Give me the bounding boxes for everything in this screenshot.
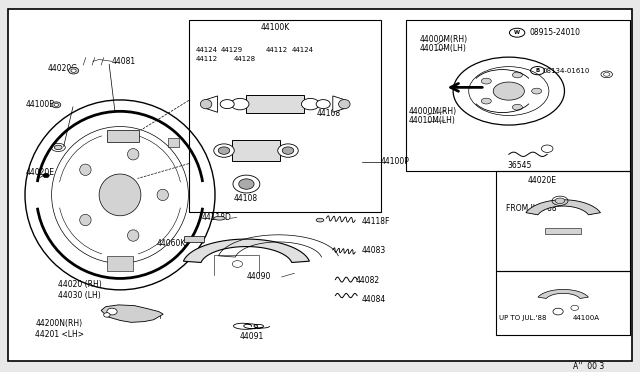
Text: 44020E: 44020E [528,176,557,185]
Text: 44030 (LH): 44030 (LH) [58,291,100,300]
Text: 44201 <LH>: 44201 <LH> [35,330,84,339]
Bar [168,138,179,147]
Text: 44020 (RH): 44020 (RH) [58,280,101,289]
Text: 44010M(LH): 44010M(LH) [408,116,455,125]
Ellipse shape [239,179,254,189]
Ellipse shape [513,104,522,110]
Ellipse shape [556,198,564,203]
Bar [406,20,630,171]
Ellipse shape [214,144,234,157]
Text: 44084: 44084 [362,295,386,304]
Bar [545,228,581,234]
Text: 44112: 44112 [266,47,288,53]
Ellipse shape [278,144,298,157]
Ellipse shape [80,214,91,226]
Text: FROM JUL.'88: FROM JUL.'88 [506,204,556,213]
Text: 44129: 44129 [221,47,243,53]
Text: A''  00 3: A'' 00 3 [573,362,604,371]
Polygon shape [526,200,600,215]
Ellipse shape [200,99,212,109]
Text: 44081: 44081 [112,57,136,66]
Text: 44100B: 44100B [26,100,55,109]
Text: 08915-24010: 08915-24010 [530,28,581,37]
Text: 44090: 44090 [246,272,271,282]
Polygon shape [538,289,588,298]
Text: UP TO JUL.'88: UP TO JUL.'88 [499,315,547,321]
Text: W: W [514,30,520,35]
Text: 44100A: 44100A [573,315,600,321]
Ellipse shape [104,313,110,317]
Text: 44125: 44125 [240,154,264,163]
Ellipse shape [99,174,141,216]
Ellipse shape [218,147,230,154]
Ellipse shape [481,98,492,104]
Text: 44091: 44091 [240,332,264,341]
Ellipse shape [71,69,76,72]
Text: B: B [536,68,540,73]
Ellipse shape [532,88,541,94]
Ellipse shape [52,102,61,108]
Text: 08134-01610: 08134-01610 [543,68,590,74]
Bar [246,95,304,113]
Ellipse shape [481,78,492,84]
Bar [108,131,140,142]
Bar [189,20,381,212]
Polygon shape [333,96,344,112]
Text: 44010M(LH): 44010M(LH) [419,44,466,53]
Text: 36545: 36545 [508,161,532,170]
Ellipse shape [493,82,524,100]
Text: 44108: 44108 [317,109,341,118]
Ellipse shape [127,230,139,241]
Ellipse shape [316,218,324,222]
Bar [108,256,133,271]
Text: 44020G: 44020G [48,64,78,73]
Text: 44124: 44124 [195,47,217,53]
Ellipse shape [282,147,294,154]
Text: 44128: 44128 [234,57,256,62]
Ellipse shape [339,99,350,109]
Ellipse shape [513,72,522,78]
Ellipse shape [127,148,139,160]
Bar [184,236,204,243]
Text: 44118F: 44118F [362,217,390,226]
Text: 44118D: 44118D [202,213,232,222]
Bar [496,272,630,335]
Bar [496,171,630,272]
Ellipse shape [68,67,79,74]
Text: 44000M(RH): 44000M(RH) [408,107,456,116]
Text: 44108: 44108 [234,195,258,203]
Text: 44124: 44124 [291,47,313,53]
Text: 44060K: 44060K [157,239,186,248]
Ellipse shape [220,100,234,109]
Ellipse shape [54,103,59,106]
Text: 44082: 44082 [355,276,380,285]
Bar [232,140,280,161]
Ellipse shape [54,145,62,150]
Ellipse shape [231,98,249,110]
Text: 44000M(RH): 44000M(RH) [419,35,467,44]
Text: 44112: 44112 [195,57,218,62]
Polygon shape [184,239,309,263]
Ellipse shape [301,98,319,110]
Text: 44100K: 44100K [260,23,290,32]
Text: 44083: 44083 [362,247,386,256]
Polygon shape [101,305,163,323]
Ellipse shape [233,175,260,193]
Ellipse shape [80,164,91,176]
Ellipse shape [232,261,243,267]
Text: 44100P: 44100P [381,157,410,166]
Text: 44020E: 44020E [26,169,54,177]
Ellipse shape [214,217,225,220]
Ellipse shape [43,173,49,178]
Text: 44200N(RH): 44200N(RH) [35,319,83,328]
Ellipse shape [107,308,117,315]
Polygon shape [206,96,218,112]
Ellipse shape [316,100,330,109]
Ellipse shape [157,189,168,201]
